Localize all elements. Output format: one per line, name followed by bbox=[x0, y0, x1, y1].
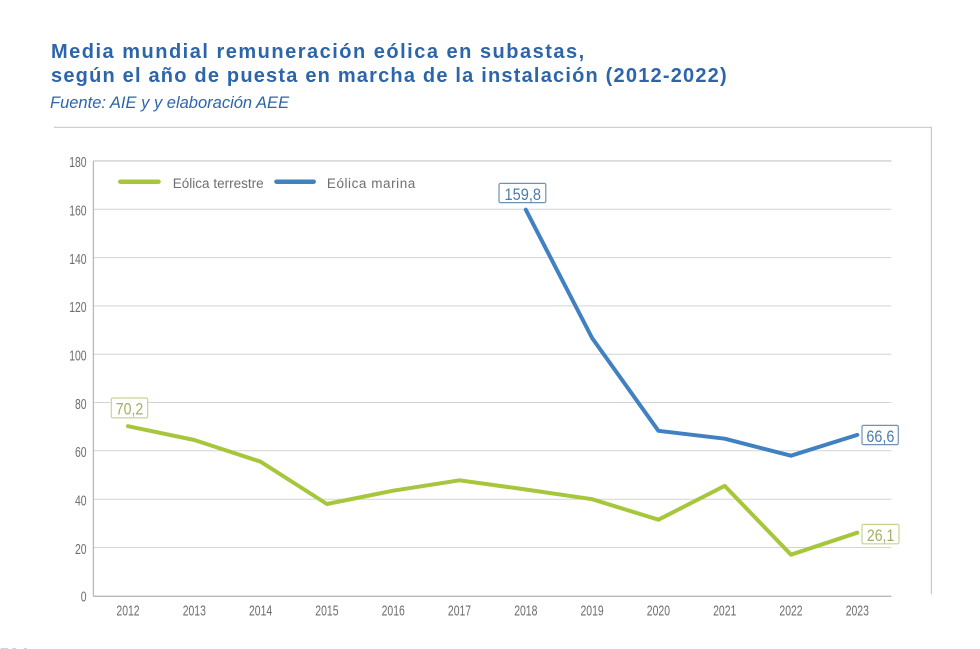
svg-text:120: 120 bbox=[69, 299, 86, 316]
svg-text:2016: 2016 bbox=[382, 604, 405, 620]
svg-text:2019: 2019 bbox=[581, 604, 604, 620]
svg-text:2022: 2022 bbox=[779, 604, 802, 620]
svg-text:2023: 2023 bbox=[846, 604, 869, 620]
svg-text:2014: 2014 bbox=[249, 604, 272, 620]
svg-text:2012: 2012 bbox=[116, 604, 139, 620]
svg-text:2013: 2013 bbox=[183, 604, 206, 620]
svg-text:2018: 2018 bbox=[514, 604, 537, 620]
svg-text:70,2: 70,2 bbox=[116, 400, 144, 418]
svg-text:160: 160 bbox=[69, 203, 86, 220]
svg-text:2017: 2017 bbox=[448, 604, 471, 620]
svg-text:40: 40 bbox=[75, 493, 87, 510]
svg-text:80: 80 bbox=[75, 396, 87, 413]
svg-text:2020: 2020 bbox=[647, 604, 670, 620]
svg-text:2021: 2021 bbox=[713, 604, 736, 620]
svg-text:Eólica terrestre: Eólica terrestre bbox=[173, 176, 264, 191]
svg-text:26,1: 26,1 bbox=[867, 527, 895, 545]
svg-text:159,8: 159,8 bbox=[505, 186, 542, 204]
svg-text:2015: 2015 bbox=[315, 604, 338, 620]
svg-text:100: 100 bbox=[69, 348, 86, 365]
svg-text:Eólica marina: Eólica marina bbox=[327, 176, 416, 191]
svg-text:60: 60 bbox=[75, 444, 87, 461]
svg-text:140: 140 bbox=[69, 251, 86, 268]
svg-text:0: 0 bbox=[81, 589, 87, 606]
svg-text:66,6: 66,6 bbox=[866, 428, 894, 446]
svg-text:180: 180 bbox=[69, 154, 86, 171]
svg-text:20: 20 bbox=[75, 541, 87, 558]
